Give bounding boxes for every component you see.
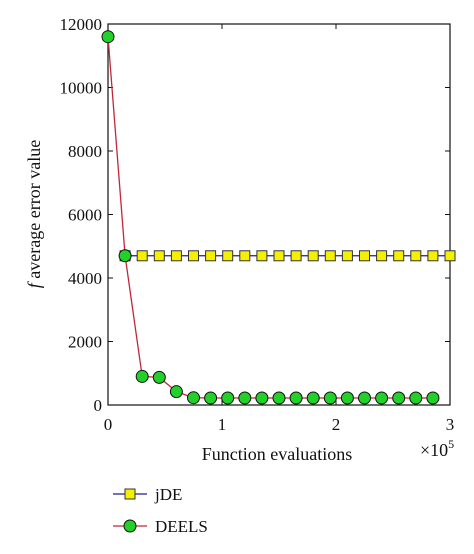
x-axis-label: Function evaluations [202, 444, 352, 464]
deels-point [272, 391, 286, 405]
deels-point [187, 391, 200, 405]
jde-point [393, 250, 405, 262]
x-axis-multiplier: ×105 [420, 437, 454, 460]
y-tick-label: 12000 [60, 15, 103, 34]
deels-point [289, 391, 303, 405]
x-tick-label: 0 [104, 415, 113, 434]
legend-item-deels: DEELS [113, 517, 208, 536]
deels-point [169, 385, 183, 399]
jde-point [222, 250, 234, 262]
deels-point [358, 391, 371, 405]
deels-point [135, 369, 149, 383]
legend-marker-jde [124, 488, 136, 500]
deels-point [101, 30, 115, 44]
jde-point [427, 250, 439, 262]
x-tick-label: 1 [218, 415, 227, 434]
jde-point [205, 250, 217, 262]
jde-point [273, 250, 285, 262]
jde-point [444, 250, 456, 262]
legend-label-jde: jDE [154, 485, 182, 504]
jde-point [307, 250, 319, 262]
y-axis-label: f average error value [24, 140, 44, 288]
y-axis-label-symbol: f [24, 280, 44, 288]
deels-point [152, 370, 166, 384]
deels-point [426, 391, 440, 405]
x-axis: 0 1 2 3 [104, 24, 455, 434]
jde-point [153, 250, 165, 262]
jde-point [376, 250, 388, 262]
y-tick-label: 2000 [68, 333, 102, 352]
legend-marker-deels [123, 519, 137, 533]
jde-point [359, 250, 370, 262]
jde-point [136, 250, 148, 262]
deels-point [306, 391, 320, 405]
jde-point [290, 250, 302, 262]
deels-point [118, 249, 132, 263]
y-tick-label: 0 [94, 396, 103, 415]
y-axis-label-text: average error value [24, 140, 44, 283]
deels-point [221, 391, 235, 405]
x-multiplier-exponent: 5 [448, 437, 454, 451]
deels-point [323, 391, 337, 405]
jde-point [188, 250, 199, 262]
deels-point [375, 391, 389, 405]
jde-point [324, 250, 336, 262]
x-tick-label: 3 [446, 415, 455, 434]
deels-point [340, 391, 354, 405]
y-tick-label: 10000 [60, 79, 103, 98]
x-tick-label: 2 [332, 415, 341, 434]
jde-point [170, 250, 182, 262]
y-axis: 0 2000 4000 6000 8000 10000 12000 [60, 15, 450, 415]
legend: jDE DEELS [113, 485, 208, 536]
deels-point [204, 391, 218, 405]
jde-point [256, 250, 268, 262]
plot-area [107, 23, 451, 406]
y-tick-label: 4000 [68, 269, 102, 288]
deels-point [238, 391, 252, 405]
legend-label-deels: DEELS [155, 517, 208, 536]
x-multiplier-base: ×10 [420, 440, 448, 460]
plot-frame [107, 23, 451, 406]
jde-point [410, 250, 422, 262]
jde-point [239, 250, 251, 262]
series-layer [101, 30, 456, 405]
y-tick-label: 8000 [68, 142, 102, 161]
y-tick-label: 6000 [68, 206, 102, 225]
legend-item-jde: jDE [113, 485, 182, 504]
deels-point [255, 391, 269, 405]
deels-point [392, 391, 406, 405]
deels-point [409, 391, 423, 405]
jde-point [341, 250, 353, 262]
